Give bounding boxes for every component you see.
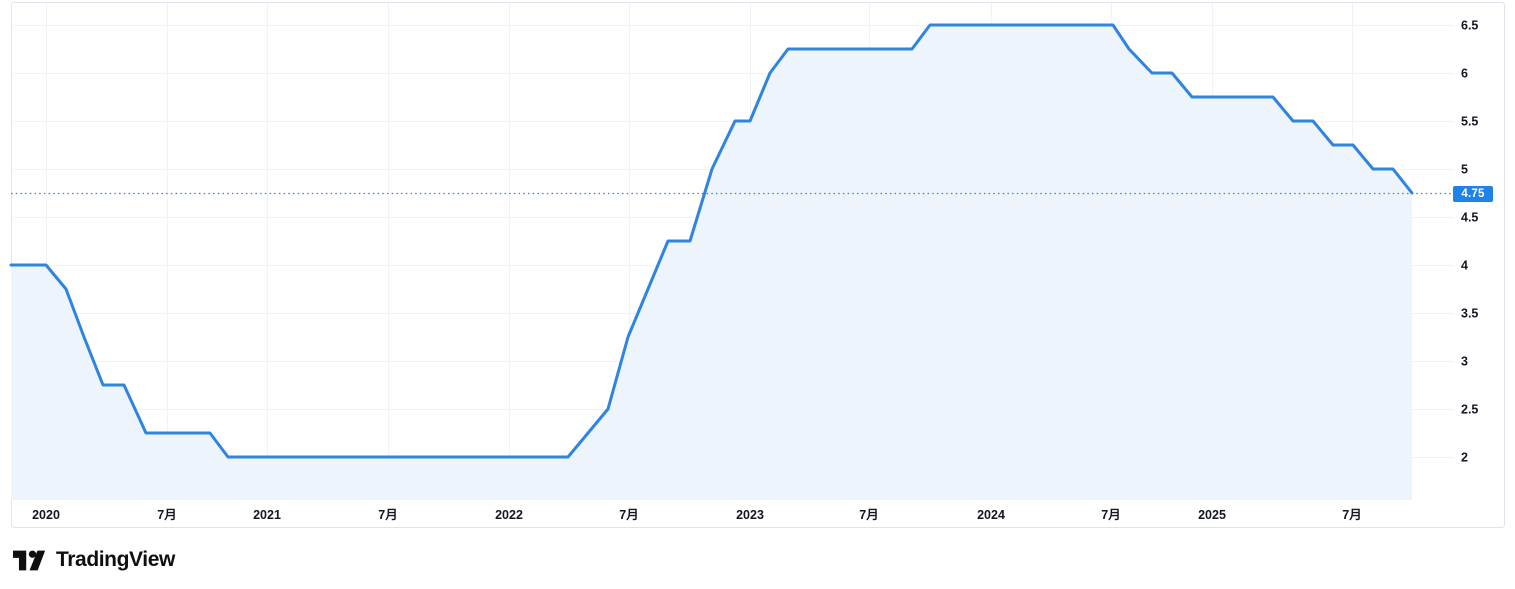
- y-axis-label: 4.5: [1461, 211, 1478, 225]
- x-axis-label: 7月: [157, 508, 176, 522]
- x-axis-label: 7月: [1101, 508, 1120, 522]
- x-axis-label: 2023: [736, 508, 764, 522]
- y-axis-label: 2: [1461, 451, 1468, 465]
- y-axis-label: 4: [1461, 259, 1468, 273]
- x-axis-label: 7月: [378, 508, 397, 522]
- series-area: [11, 25, 1412, 500]
- x-axis-label: 2020: [32, 508, 60, 522]
- x-axis-label: 7月: [619, 508, 638, 522]
- x-axis-label: 2024: [977, 508, 1005, 522]
- y-axis-label: 6.5: [1461, 19, 1478, 33]
- x-axis-label: 7月: [1342, 508, 1361, 522]
- series-line: [9, 23, 1414, 459]
- y-axis-label: 2.5: [1461, 403, 1478, 417]
- y-axis-label: 5: [1461, 163, 1468, 177]
- tradingview-attribution[interactable]: TradingView: [13, 546, 175, 574]
- y-axis-label: 3.5: [1461, 307, 1478, 321]
- x-axis-label: 2021: [253, 508, 281, 522]
- current-value-badge: 4.75: [1453, 186, 1493, 202]
- x-axis-label: 2025: [1198, 508, 1226, 522]
- brand-name: TradingView: [56, 548, 175, 571]
- y-axis-label: 3: [1461, 355, 1468, 369]
- x-axis-label: 2022: [495, 508, 523, 522]
- y-axis-label: 5.5: [1461, 115, 1478, 129]
- tradingview-logo-icon: [13, 550, 46, 570]
- y-axis-label: 6: [1461, 67, 1468, 81]
- x-axis-label: 7月: [859, 508, 878, 522]
